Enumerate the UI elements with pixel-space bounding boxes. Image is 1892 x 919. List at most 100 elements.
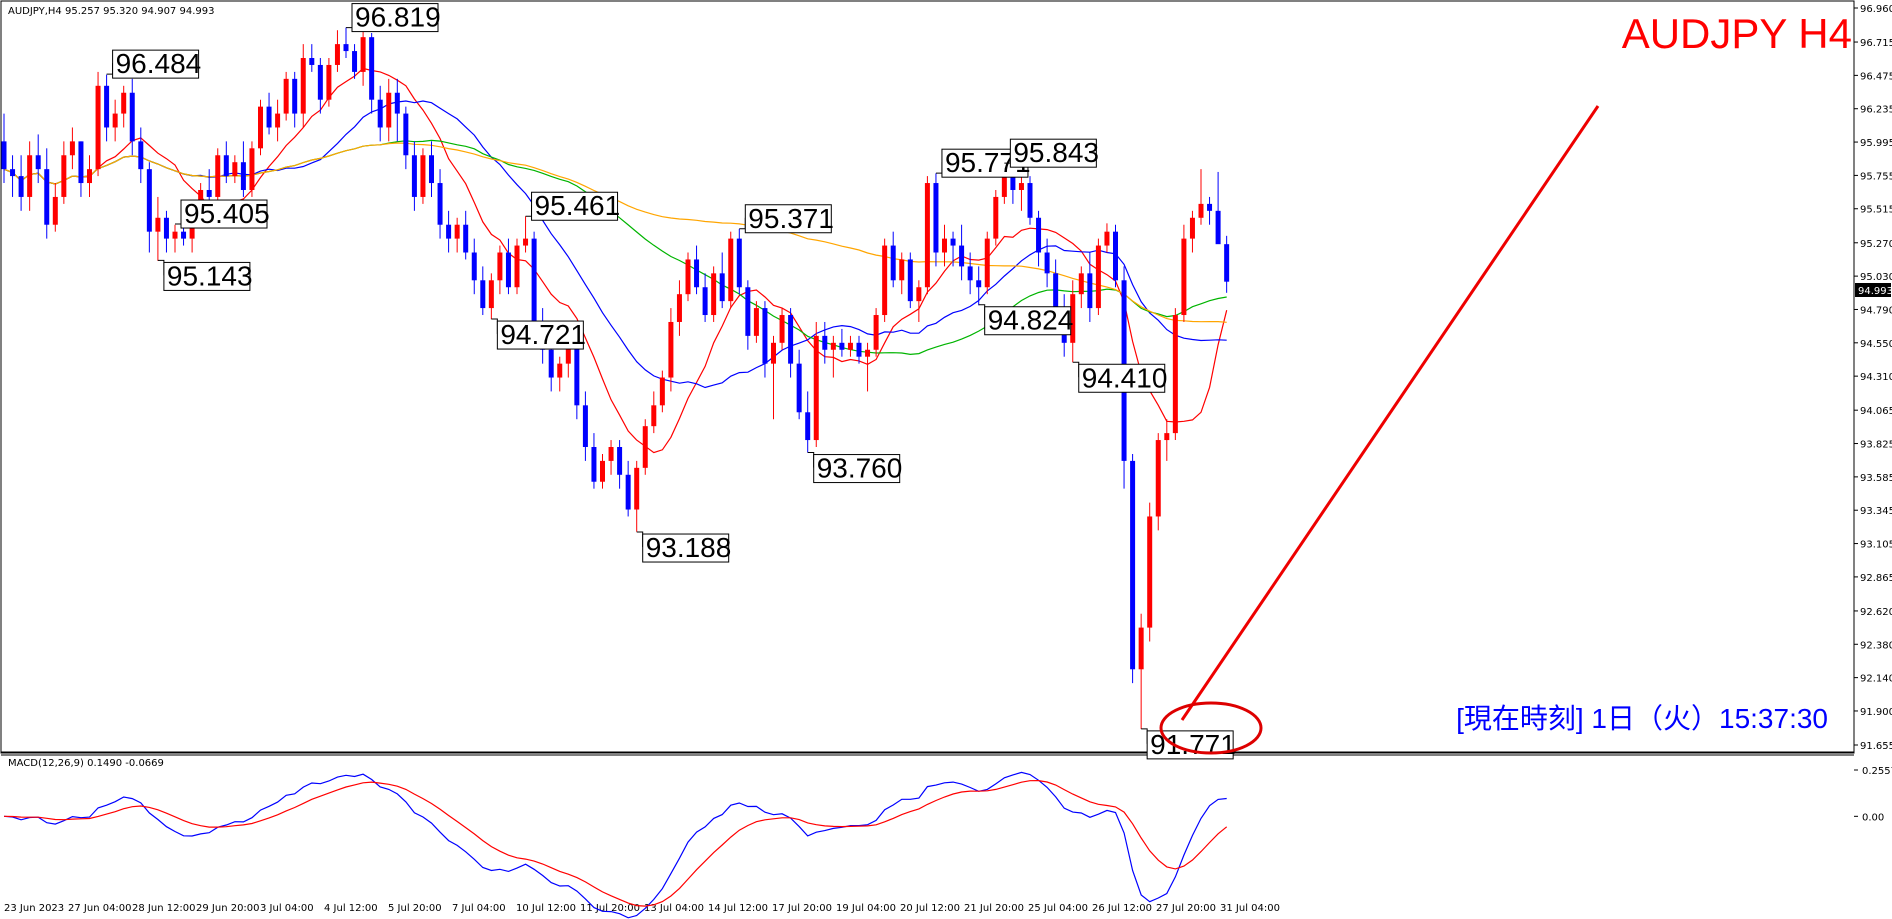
candle <box>531 231 537 336</box>
label-box <box>984 306 1072 336</box>
candle-body <box>1104 231 1110 246</box>
price-axis: 96.960 96.715 96.475 96.235 95.995 95.755 95.5… <box>1854 4 1892 752</box>
x-tick-label: 21 Jul 20:00 <box>964 903 1024 914</box>
candle <box>916 280 922 322</box>
candle-body <box>69 141 75 156</box>
candle-body <box>411 155 417 197</box>
candle-body <box>1010 176 1016 190</box>
y-tick-label: 91.655 <box>1860 741 1892 752</box>
candle <box>1215 171 1221 245</box>
candle-body <box>694 259 700 288</box>
candle-body <box>138 141 144 170</box>
candle <box>557 356 563 392</box>
candle-body <box>1138 627 1144 670</box>
current-price-tag: 94.993 <box>1855 283 1892 297</box>
candle <box>514 238 520 295</box>
candle-body <box>805 412 811 441</box>
candle <box>865 342 871 392</box>
candle-body <box>762 308 768 364</box>
candle <box>668 308 674 392</box>
candle-body <box>454 224 460 239</box>
candle <box>788 308 794 378</box>
candle <box>446 210 452 253</box>
price-label: 94.721 <box>491 318 586 350</box>
candle-body <box>44 169 50 225</box>
label-box <box>531 191 619 221</box>
candle-body <box>685 259 691 295</box>
candle <box>266 92 272 135</box>
candle-body <box>258 106 263 149</box>
candle-body <box>35 155 41 170</box>
price-pane-frame <box>0 0 1855 756</box>
candle <box>1018 176 1024 211</box>
candle-body <box>497 252 503 281</box>
candle <box>574 335 580 420</box>
candle-body <box>916 287 922 302</box>
candle <box>480 266 486 316</box>
candle-body <box>1155 440 1161 517</box>
candle <box>35 134 41 184</box>
candle <box>702 273 708 322</box>
candle <box>232 155 238 184</box>
candle <box>1044 238 1050 288</box>
candle-body <box>822 335 828 350</box>
candle <box>617 440 623 489</box>
candle <box>138 127 144 184</box>
candle <box>1027 176 1033 225</box>
candle <box>822 321 828 364</box>
price-labels: 96.484 95.143 96.819 95.461 94.721 93.188 95.3… <box>106 2 1236 760</box>
candle-body <box>1 141 7 170</box>
candle-body <box>830 342 836 350</box>
candle <box>976 266 982 306</box>
candle-body <box>676 294 682 322</box>
candle-body <box>1147 516 1153 628</box>
price-label: 96.819 <box>346 2 441 33</box>
x-tick-label: 17 Jul 20:00 <box>772 903 832 914</box>
candle-body <box>300 58 306 114</box>
candle <box>18 155 24 211</box>
candle <box>52 183 58 232</box>
label-box <box>813 454 901 484</box>
candle <box>745 280 751 350</box>
candle-body <box>984 238 990 288</box>
candle <box>437 169 443 239</box>
candle-body <box>437 183 443 225</box>
candle-body <box>942 238 947 253</box>
candle-body <box>480 280 486 309</box>
candle <box>582 391 588 461</box>
svg-text:94.993: 94.993 <box>1858 286 1892 297</box>
candle-body <box>1078 273 1084 295</box>
macd-tick-label: 0.2557 <box>1862 766 1892 777</box>
candle-body <box>531 238 537 322</box>
y-tick-label: 93.105 <box>1860 540 1892 551</box>
label-box <box>351 3 439 33</box>
candle-body <box>275 113 281 128</box>
candle <box>711 266 717 322</box>
candle-body <box>61 155 67 197</box>
candle-body <box>1215 210 1221 245</box>
x-tick-label: 14 Jul 12:00 <box>708 903 768 914</box>
candle-body <box>121 92 127 114</box>
candle <box>899 252 905 295</box>
candle <box>420 148 426 204</box>
macd-header: MACD(12,26,9) 0.1490 -0.0669 <box>8 758 164 769</box>
y-tick-label: 95.755 <box>1860 171 1892 182</box>
candle <box>608 440 614 475</box>
candle-body <box>163 217 169 239</box>
x-tick-label: 31 Jul 04:00 <box>1220 903 1280 914</box>
candle-body <box>1198 203 1204 218</box>
x-tick-label: 5 Jul 20:00 <box>388 903 442 914</box>
candle <box>497 245 503 295</box>
candle <box>155 196 161 261</box>
candle <box>394 78 400 142</box>
y-tick-label: 91.900 <box>1860 707 1892 718</box>
candle-body <box>386 92 392 128</box>
candle <box>454 217 460 253</box>
candle-body <box>420 155 426 197</box>
candle-body <box>232 162 238 177</box>
candle <box>87 155 92 197</box>
candle <box>300 44 306 128</box>
candle-body <box>87 169 92 184</box>
candle <box>1198 169 1204 225</box>
candle <box>771 335 776 420</box>
